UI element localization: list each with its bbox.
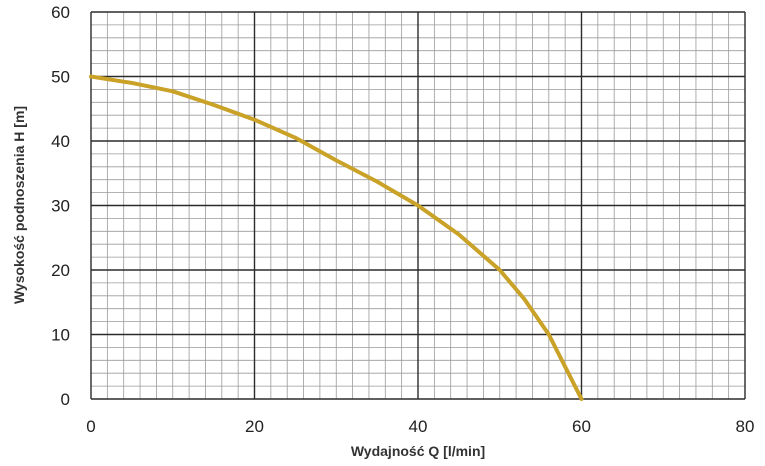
y-tick-labels: 0 10 20 30 40 50 60	[51, 3, 70, 409]
y-tick-label: 50	[51, 68, 70, 87]
series-line-0	[89, 74, 584, 401]
x-tick-label: 0	[86, 417, 95, 436]
x-tick-labels: 0 20 40 60 80	[86, 417, 754, 436]
y-tick-label: 10	[51, 326, 70, 345]
y-tick-label: 60	[51, 3, 70, 22]
y-tick-label: 40	[51, 132, 70, 151]
x-tick-label: 40	[409, 417, 428, 436]
y-axis-title: Wysokość podnoszenia H [m]	[11, 106, 27, 304]
x-axis-title: Wydajność Q [l/min]	[351, 443, 485, 459]
x-tick-label: 80	[736, 417, 755, 436]
x-tick-label: 20	[245, 417, 264, 436]
y-tick-label: 30	[51, 197, 70, 216]
y-tick-label: 0	[61, 390, 70, 409]
y-tick-label: 20	[51, 261, 70, 280]
series-layer	[89, 74, 584, 401]
x-tick-label: 60	[572, 417, 591, 436]
